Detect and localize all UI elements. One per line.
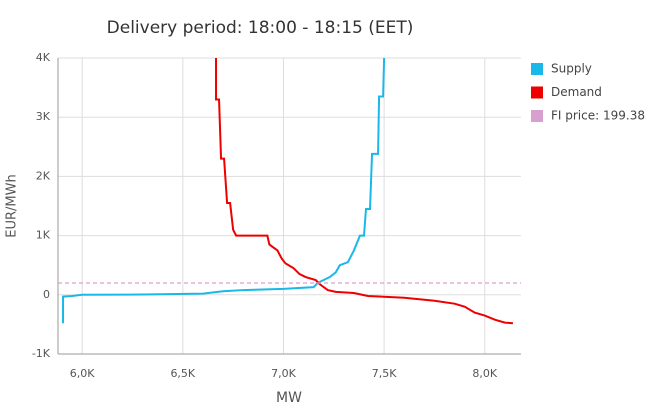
x-tick-label: 7,0K	[271, 367, 296, 380]
legend-label: FI price: 199.38	[551, 109, 645, 123]
y-tick-label: -1K	[32, 347, 51, 360]
x-tick-label: 6,0K	[70, 367, 95, 380]
x-tick-label: 6,5K	[170, 367, 195, 380]
x-axis-label: MW	[276, 390, 302, 406]
line-series	[215, 58, 514, 325]
legend-label: Supply	[551, 62, 592, 76]
x-tick-label: 7,5K	[372, 367, 397, 380]
legend-swatch	[531, 110, 543, 122]
legend-swatch	[531, 86, 543, 99]
x-tick-label: 8,0K	[472, 367, 497, 380]
y-tick-label: 4K	[36, 51, 51, 64]
legend-label: Demand	[551, 85, 602, 99]
y-axis-label: EUR/MWh	[5, 174, 20, 237]
y-tick-label: 0	[43, 288, 50, 301]
line-series	[62, 57, 386, 324]
y-tick-label: 3K	[36, 110, 51, 123]
legend-swatch	[531, 63, 543, 75]
chart-title: Delivery period: 18:00 - 18:15 (EET)	[107, 18, 414, 38]
y-tick-label: 1K	[36, 229, 51, 242]
y-tick-label: 2K	[36, 169, 51, 182]
